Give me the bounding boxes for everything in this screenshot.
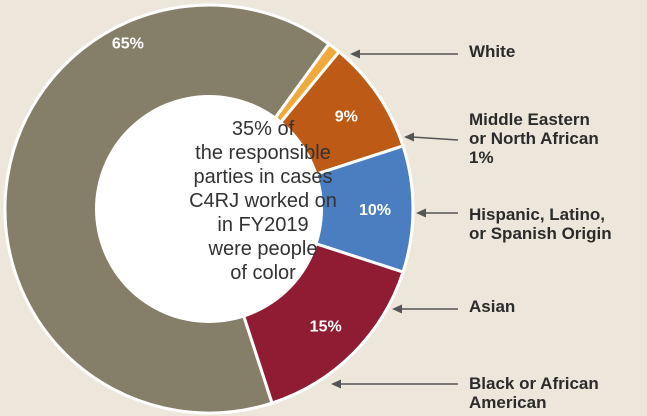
- legend-label-line: or North African: [469, 129, 599, 148]
- legend-label-line: Black or African: [469, 374, 599, 393]
- legend-label-line: American: [469, 393, 547, 412]
- legend-label-line: White: [469, 42, 516, 61]
- center-text-line: the responsible: [195, 142, 331, 164]
- arrowhead-middle-eastern: [404, 132, 414, 142]
- center-text-line: in FY2019: [217, 214, 309, 236]
- center-text-line: were people: [208, 238, 318, 260]
- slice-value-label-white: 65%: [112, 36, 144, 53]
- arrowhead-black: [331, 379, 341, 389]
- center-text-line: 35% of: [231, 118, 295, 140]
- center-text-line: of color: [230, 262, 296, 284]
- arrowhead-asian: [392, 304, 402, 314]
- slice-value-label-black: 15%: [310, 319, 342, 336]
- leader-line-middle-eastern: [411, 136, 459, 141]
- legend-label-black: Black or African American: [469, 374, 599, 412]
- legend-label-hispanic: Hispanic, Latino, or Spanish Origin: [469, 205, 612, 243]
- legend-label-white: White: [469, 42, 515, 61]
- slice-value-label-asian: 10%: [359, 202, 391, 219]
- legend-label-line: Middle Eastern: [469, 110, 590, 129]
- arrowhead-hispanic: [416, 208, 426, 218]
- center-text-line: parties in cases: [193, 166, 333, 188]
- legend-label-asian: Asian: [469, 297, 515, 316]
- legend-label-line: 1%: [469, 148, 494, 167]
- legend-label-line: or Spanish Origin: [469, 224, 612, 243]
- legend-label-line: Hispanic, Latino,: [469, 205, 606, 224]
- slice-value-label-hispanic: 9%: [335, 109, 358, 126]
- arrowhead-white: [350, 49, 360, 59]
- legend-label-line: Asian: [469, 297, 516, 316]
- center-text-line: C4RJ worked on: [189, 190, 337, 212]
- legend-label-middle-eastern: Middle Eastern or North African 1%: [469, 110, 599, 167]
- donut-center-text: 35% of the responsible parties in cases …: [178, 117, 348, 285]
- donut-center-disc: [95, 95, 323, 323]
